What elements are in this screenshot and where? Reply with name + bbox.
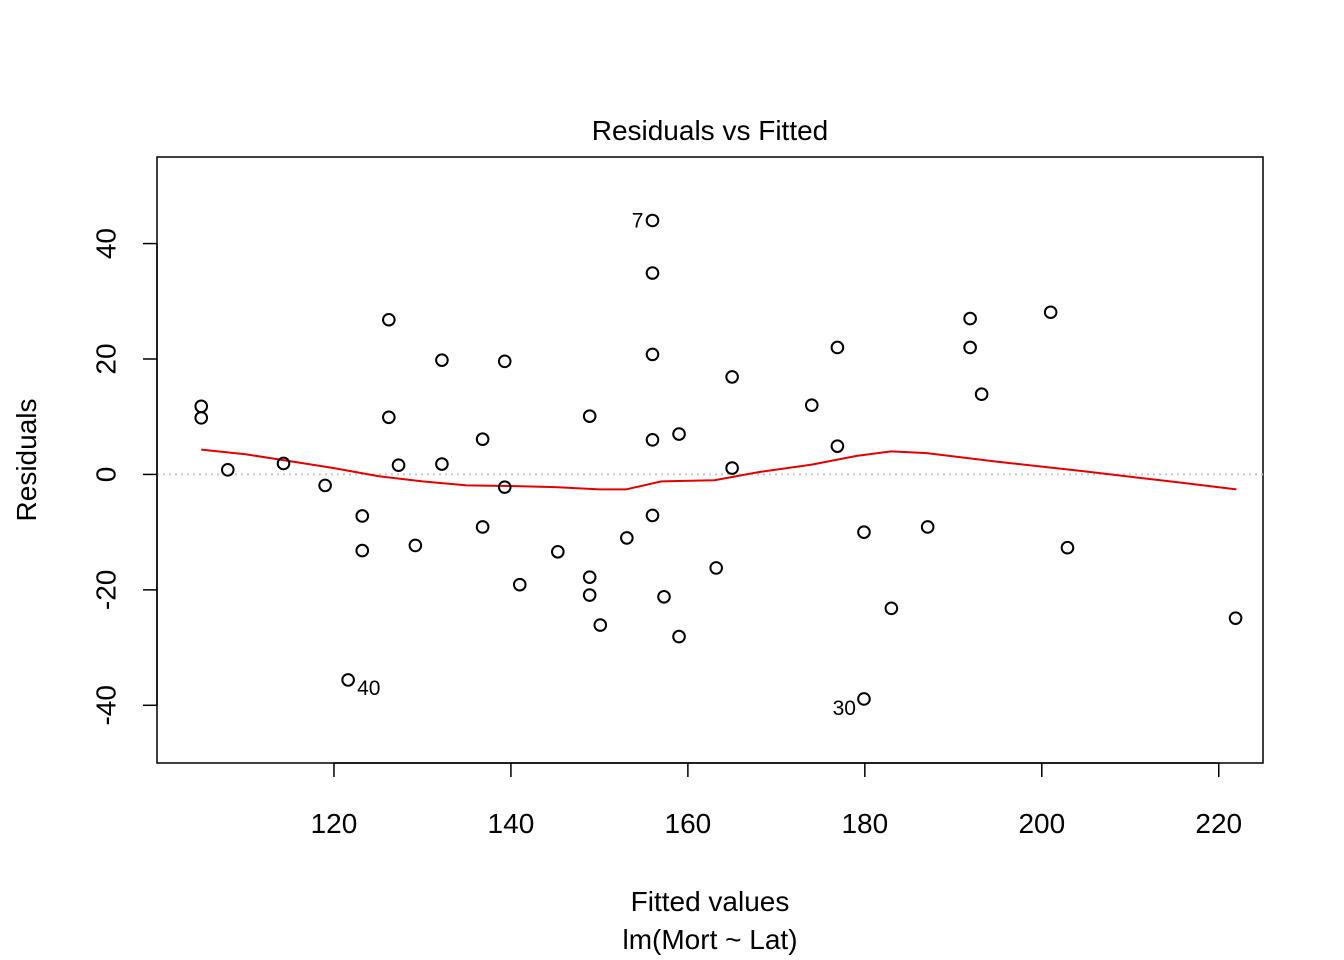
- scatter-point: [725, 370, 739, 384]
- x-tick-label: 200: [1018, 808, 1065, 839]
- scatter-point: [645, 433, 660, 447]
- scatter-point: [382, 312, 396, 327]
- point-labels-layer: 40 7 30: [357, 209, 856, 719]
- scatter-point: [1060, 540, 1075, 555]
- x-tick-label: 220: [1195, 808, 1242, 839]
- x-tick-label: 140: [488, 808, 535, 839]
- scatter-point: [582, 588, 597, 602]
- y-tick-label: -20: [90, 570, 121, 610]
- x-tick-label: 180: [841, 808, 888, 839]
- scatter-point: [620, 531, 634, 545]
- scatter-point: [672, 629, 686, 644]
- scatter-point: [1228, 611, 1243, 625]
- scatter-point: [804, 398, 819, 412]
- y-tick-label: 20: [90, 343, 121, 374]
- scatter-point: [593, 618, 608, 632]
- scatter-point: [355, 543, 370, 558]
- scatter-point: [341, 673, 355, 687]
- scatter-point: [830, 340, 845, 355]
- scatter-point: [355, 509, 370, 523]
- scatter-point: [475, 520, 490, 534]
- scatter-point: [672, 427, 686, 441]
- scatter-point: [709, 561, 723, 575]
- scatter-point: [857, 692, 871, 706]
- x-axis-label: Fitted values: [631, 886, 790, 917]
- y-axis-label: Residuals: [11, 399, 42, 522]
- scatter-point: [194, 399, 209, 414]
- points-layer: [194, 213, 1243, 706]
- scatter-point: [830, 439, 845, 453]
- y-tick-label: 40: [90, 228, 121, 259]
- scatter-point: [408, 538, 423, 553]
- scatter-point: [497, 354, 512, 369]
- point-label: 30: [833, 697, 856, 720]
- scatter-point: [382, 410, 396, 425]
- scatter-point: [657, 589, 671, 604]
- y-tick-label: -40: [90, 685, 121, 725]
- scatter-point: [391, 458, 406, 472]
- scatter-point: [645, 347, 660, 362]
- point-label: 40: [357, 677, 380, 700]
- scatter-point: [645, 508, 660, 523]
- smooth-layer: [201, 448, 1237, 491]
- scatter-point: [435, 353, 449, 367]
- x-tick-label: 160: [665, 808, 712, 839]
- scatter-point: [857, 525, 871, 539]
- scatter-point: [551, 544, 565, 559]
- scatter-point: [1043, 305, 1058, 320]
- scatter-point: [963, 340, 977, 355]
- scatter-point: [475, 432, 490, 447]
- scatter-point: [435, 457, 449, 471]
- plot-frame: [156, 156, 1264, 764]
- scatter-point: [645, 213, 660, 228]
- scatter-point: [645, 266, 660, 280]
- scatter-point: [582, 570, 597, 584]
- y-axis: -40 -20 0 20 40: [90, 228, 158, 726]
- y-tick-label: 0: [90, 467, 121, 483]
- smooth-trend-line: [201, 448, 1237, 491]
- scatter-point: [963, 311, 977, 326]
- point-label: 7: [632, 209, 644, 232]
- scatter-point: [884, 601, 899, 616]
- x-tick-label: 120: [311, 808, 358, 839]
- scatter-point: [725, 461, 739, 475]
- scatter-point: [194, 411, 209, 425]
- chart-title: Residuals vs Fitted: [592, 115, 829, 146]
- chart-subtitle: lm(Mort ~ Lat): [622, 924, 797, 955]
- scatter-point: [974, 387, 989, 402]
- scatter-point: [512, 577, 527, 592]
- scatter-point: [318, 478, 332, 493]
- x-axis: 120 140 160 180 200 220: [311, 762, 1242, 839]
- scatter-point: [497, 480, 512, 494]
- scatter-point: [276, 456, 291, 471]
- scatter-point: [920, 520, 935, 534]
- scatter-point: [220, 463, 235, 477]
- scatter-point: [582, 409, 597, 423]
